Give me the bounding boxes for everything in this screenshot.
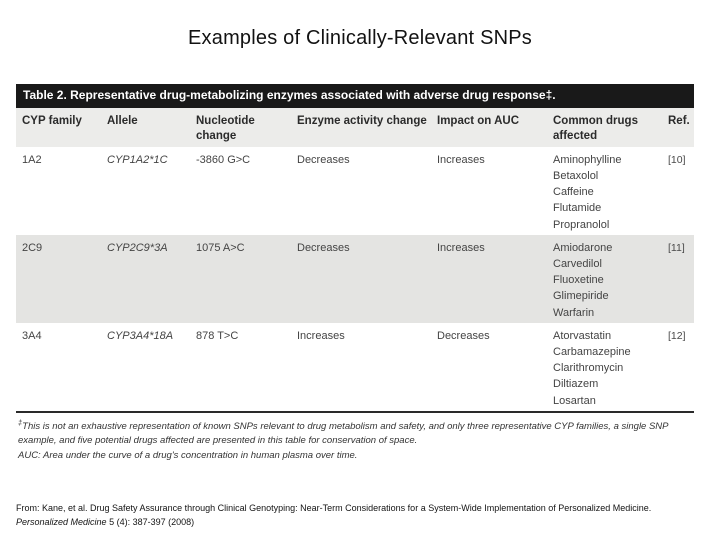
- cell-common-drugs-affected: Atorvastatin Carbamazepine Clarithromycin D…: [553, 329, 631, 407]
- cell-allele: CYP1A2*1C: [107, 153, 168, 166]
- cell-common-drugs-affected: Amiodarone Carvedilol Fluoxetine Glimepirid…: [553, 241, 613, 319]
- table-figure: Table 2. Representative drug-metabolizin…: [16, 84, 694, 463]
- cell-enzyme-activity-change: Decreases: [297, 241, 350, 254]
- col-header-ref: Ref.: [668, 114, 690, 127]
- footnote-line: ‡This is not an exhaustive representatio…: [18, 417, 692, 449]
- cell-enzyme-activity-change: Increases: [297, 329, 345, 342]
- citation-line2: Personalized Medicine 5 (4): 387-397 (20…: [16, 516, 706, 530]
- cell-nucleotide-change: -3860 G>C: [196, 153, 251, 166]
- cell-impact-on-auc: Decreases: [437, 329, 490, 342]
- table-footnotes: ‡This is not an exhaustive representatio…: [16, 413, 694, 463]
- table-caption: Table 2. Representative drug-metabolizin…: [16, 84, 694, 108]
- cell-nucleotide-change: 878 T>C: [196, 329, 239, 342]
- citation-journal-name: Personalized Medicine: [16, 516, 107, 527]
- citation-volume-pages: 5 (4): 387-397 (2008): [106, 516, 195, 527]
- citation-line1: From: Kane, et al. Drug Safety Assurance…: [16, 503, 652, 513]
- cell-allele: CYP2C9*3A: [107, 241, 168, 254]
- col-header-cyp-family: CYP family: [22, 114, 82, 127]
- table-row: 1A2 CYP1A2*1C -3860 G>C Decreases Increa…: [16, 146, 694, 235]
- col-header-allele: Allele: [107, 114, 138, 127]
- cell-nucleotide-change: 1075 A>C: [196, 241, 245, 254]
- footnote-line: AUC: Area under the curve of a drug's co…: [18, 449, 692, 463]
- col-header-enzyme-activity-change: Enzyme activity change: [297, 114, 427, 127]
- footnote-text: AUC: Area under the curve of a drug's co…: [18, 449, 358, 461]
- page-title: Examples of Clinically-Relevant SNPs: [188, 27, 532, 49]
- cell-ref: [11]: [668, 241, 685, 254]
- col-header-nucleotide-change: Nucleotide change: [196, 114, 255, 142]
- table-header-row: CYP family Allele Nucleotide change Enzy…: [16, 107, 694, 147]
- col-header-impact-on-auc: Impact on AUC: [437, 114, 519, 127]
- footnote-text: This is not an exhaustive representation…: [18, 421, 669, 447]
- cell-impact-on-auc: Increases: [437, 153, 485, 166]
- cell-impact-on-auc: Increases: [437, 241, 485, 254]
- cell-enzyme-activity-change: Decreases: [297, 153, 350, 166]
- cell-allele: CYP3A4*18A: [107, 329, 174, 342]
- cell-cyp-family: 2C9: [22, 241, 43, 254]
- cell-ref: [10]: [668, 153, 686, 166]
- cell-ref: [12]: [668, 329, 686, 342]
- table-row: 2C9 CYP2C9*3A 1075 A>C Decreases Increas…: [16, 234, 694, 323]
- col-header-common-drugs-affected: Common drugs affected: [553, 114, 638, 142]
- cell-cyp-family: 1A2: [22, 153, 42, 166]
- table-bottom-rule: [16, 410, 694, 413]
- footnote-symbol: ‡: [18, 417, 23, 427]
- cell-common-drugs-affected: Aminophylline Betaxolol Caffeine Flutamide P…: [553, 153, 622, 231]
- source-citation: From: Kane, et al. Drug Safety Assurance…: [16, 502, 706, 529]
- cell-cyp-family: 3A4: [22, 329, 42, 342]
- table-row: 3A4 CYP3A4*18A 878 T>C Increases Decreas…: [16, 322, 694, 411]
